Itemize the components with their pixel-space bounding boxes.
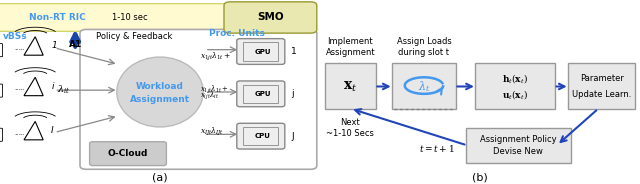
Text: Next
~1-10 Secs: Next ~1-10 Secs <box>326 118 374 138</box>
Text: Workload: Workload <box>136 82 184 91</box>
Text: Update Learn.: Update Learn. <box>572 90 631 99</box>
Text: Assign Loads
during slot t: Assign Loads during slot t <box>397 37 451 57</box>
Text: $\lambda_t$: $\lambda_t$ <box>418 79 430 94</box>
Text: 1: 1 <box>51 42 57 50</box>
Text: ·-·-·: ·-·-· <box>14 132 24 137</box>
FancyBboxPatch shape <box>243 42 278 61</box>
Text: J: J <box>291 132 294 141</box>
FancyBboxPatch shape <box>243 85 278 103</box>
Text: $x_{IJt}\lambda_{IJt}$: $x_{IJt}\lambda_{IJt}$ <box>200 125 224 137</box>
FancyBboxPatch shape <box>0 44 3 57</box>
Text: j: j <box>291 89 294 98</box>
FancyBboxPatch shape <box>568 63 636 109</box>
Text: $x_{1jt}\lambda_{1t}+$: $x_{1jt}\lambda_{1t}+$ <box>200 50 231 62</box>
Text: ·-·-·: ·-·-· <box>14 47 24 52</box>
Text: Assignment Policy: Assignment Policy <box>480 135 557 144</box>
Text: i: i <box>51 82 54 91</box>
Text: $\mathbf{x}_t$: $\mathbf{x}_t$ <box>343 79 358 94</box>
FancyBboxPatch shape <box>392 63 456 109</box>
Text: (a): (a) <box>152 172 168 182</box>
Text: $x_{1jt}\lambda_{1t}+$: $x_{1jt}\lambda_{1t}+$ <box>200 83 229 95</box>
Text: 1: 1 <box>291 47 297 56</box>
FancyBboxPatch shape <box>466 128 572 163</box>
Text: I: I <box>51 126 54 135</box>
FancyBboxPatch shape <box>325 63 376 109</box>
Text: Devise New: Devise New <box>493 147 543 156</box>
Polygon shape <box>24 77 44 96</box>
FancyBboxPatch shape <box>0 4 227 31</box>
Text: SMO: SMO <box>257 13 284 22</box>
Text: CPU: CPU <box>255 133 270 139</box>
FancyBboxPatch shape <box>80 29 317 169</box>
Ellipse shape <box>116 57 204 127</box>
Text: Non-RT RIC: Non-RT RIC <box>29 13 86 22</box>
Text: GPU: GPU <box>254 91 271 97</box>
Text: O-Cloud: O-Cloud <box>108 149 148 158</box>
Text: A1: A1 <box>68 40 82 49</box>
FancyBboxPatch shape <box>243 127 278 145</box>
FancyBboxPatch shape <box>475 63 556 109</box>
Text: $\lambda_{it}$: $\lambda_{it}$ <box>58 84 70 96</box>
FancyBboxPatch shape <box>224 2 317 33</box>
FancyBboxPatch shape <box>0 128 3 141</box>
Text: $x_{ijt}\lambda_{it}$: $x_{ijt}\lambda_{it}$ <box>200 89 219 101</box>
FancyBboxPatch shape <box>237 123 285 149</box>
Polygon shape <box>24 121 44 140</box>
Text: $\mathbf{u}_t(\mathbf{x}_t)$: $\mathbf{u}_t(\mathbf{x}_t)$ <box>502 88 528 101</box>
Text: Policy & Feedback: Policy & Feedback <box>96 32 173 41</box>
Text: 1-10 sec: 1-10 sec <box>112 13 148 22</box>
Text: vBSs: vBSs <box>3 32 28 41</box>
FancyBboxPatch shape <box>237 81 285 107</box>
Polygon shape <box>24 37 44 55</box>
Text: Proc. Units: Proc. Units <box>209 29 265 38</box>
Text: GPU: GPU <box>254 49 271 54</box>
Text: (b): (b) <box>472 172 488 182</box>
Text: $t=t+1$: $t=t+1$ <box>419 143 454 154</box>
Text: Implement
Assignment: Implement Assignment <box>326 37 375 57</box>
FancyBboxPatch shape <box>90 142 166 166</box>
FancyBboxPatch shape <box>0 84 3 97</box>
FancyBboxPatch shape <box>237 39 285 64</box>
Text: Parameter: Parameter <box>580 74 623 83</box>
Text: ·-·-·: ·-·-· <box>14 88 24 93</box>
Text: Assignment: Assignment <box>130 95 190 104</box>
Text: $\mathbf{h}_t(\mathbf{x}_t)$: $\mathbf{h}_t(\mathbf{x}_t)$ <box>502 72 528 85</box>
